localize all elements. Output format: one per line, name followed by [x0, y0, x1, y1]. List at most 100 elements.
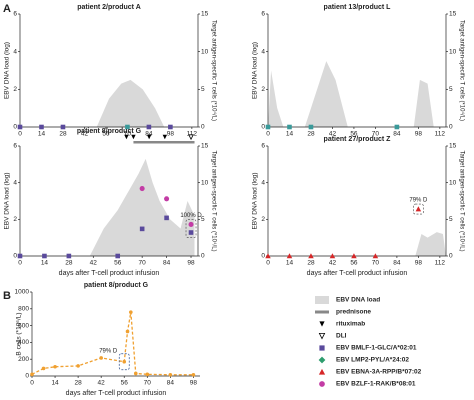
y-tick-label: 4 [13, 48, 17, 55]
y-tick-label: 800 [18, 306, 29, 313]
x-tick-label: 0 [266, 260, 270, 267]
tcell-marker [146, 124, 152, 130]
b-cell-point [125, 329, 130, 334]
x-tick-label: 98 [415, 131, 423, 138]
legend-symbol [315, 310, 329, 314]
x-tick-label: 42 [329, 131, 337, 138]
tcell-marker [139, 226, 145, 232]
tcell-marker [329, 253, 336, 259]
rituximab-marker [146, 134, 152, 140]
b-cell-point [168, 372, 173, 377]
x-tick-label: 0 [18, 260, 22, 267]
y-tick-label: 4 [13, 179, 17, 186]
y-axis-label: EBV DNA load (log) [4, 172, 11, 229]
x-tick-label: 14 [286, 131, 294, 138]
tcell-marker [287, 124, 292, 130]
legend-symbol [318, 332, 326, 340]
tcell-marker [125, 124, 130, 130]
x-tick-label: 0 [266, 131, 270, 138]
y-tick-label: 0 [25, 373, 29, 380]
y-tick-label: 6 [261, 11, 265, 18]
tcell-marker [164, 196, 170, 202]
tcell-marker [168, 124, 173, 130]
legend-label: EBV BZLF-1-RAK/B*08:01 [336, 381, 416, 388]
x-tick-label: 56 [102, 131, 110, 138]
x-tick-label: 84 [393, 260, 401, 267]
x-axis-label: days after T-cell product infusion [307, 270, 408, 277]
tcell-marker [286, 253, 293, 259]
annotation-box [413, 203, 424, 215]
chart-title: patient 2/product A [77, 4, 141, 11]
chart-title: patient 27/product Z [324, 136, 392, 143]
legend-symbol [319, 321, 325, 327]
y-tick-label: 1000 [15, 289, 30, 296]
annotation: 100% D [180, 213, 202, 219]
y-tick-label: 0 [13, 253, 17, 260]
panel-label: A [3, 3, 11, 15]
y2-tick-label: 15 [449, 11, 457, 18]
tcell-marker [60, 124, 66, 130]
y2-tick-label: 10 [201, 48, 209, 55]
y-axis-label: B cells (*10⁶/L) [16, 312, 23, 355]
y-tick-label: 400 [18, 339, 29, 346]
annotation-box [185, 219, 197, 238]
chart-title: patient 8/product G [84, 282, 149, 289]
ebv-load-area [89, 158, 195, 256]
rituximab-marker [124, 134, 129, 140]
y-tick-label: 6 [13, 11, 17, 18]
b-cell-point [99, 356, 103, 360]
y-tick-label: 0 [261, 124, 265, 131]
ebv-load-area [96, 79, 165, 127]
y2-tick-label: 0 [201, 124, 205, 131]
y2-tick-label: 15 [201, 143, 209, 150]
b-cell-point [122, 359, 127, 364]
tcell-marker [308, 124, 314, 130]
y2-tick-label: 10 [449, 179, 457, 186]
y2-tick-label: 0 [449, 253, 453, 260]
legend-label: prednisone [336, 309, 371, 316]
x-tick-label: 28 [307, 260, 315, 267]
legend-label: EBV EBNA-3A-RPP/B*07:02 [336, 369, 422, 376]
x-tick-label: 42 [329, 260, 337, 267]
y-axis-label: EBV DNA load (log) [4, 42, 11, 99]
annotation: 79% D [99, 348, 118, 354]
y-tick-label: 4 [261, 48, 265, 55]
legend-label: EBV LMP2-PYL/A*24:02 [336, 357, 409, 364]
y2-tick-label: 5 [449, 216, 453, 223]
y2-axis-label: Target antigen-specific T cells (*10⁴/L) [210, 20, 217, 121]
x-tick-label: 84 [145, 131, 153, 138]
tcell-marker [42, 253, 47, 259]
b-cell-point [129, 310, 133, 314]
tcell-marker [308, 253, 314, 259]
y2-tick-label: 15 [449, 143, 457, 150]
y2-tick-label: 0 [449, 124, 453, 131]
rituximab-marker [131, 134, 136, 140]
y-tick-label: 0 [261, 253, 265, 260]
y-axis-label: EBV DNA load (log) [252, 42, 259, 99]
tcell-marker [164, 215, 169, 221]
x-tick-label: 42 [98, 380, 106, 387]
b-cell-point [30, 372, 34, 377]
x-tick-label: 98 [187, 260, 195, 267]
y-tick-label: 600 [18, 322, 29, 329]
ebv-load-area [415, 232, 446, 256]
b-cell-point [41, 366, 46, 371]
annotation-box [118, 353, 130, 371]
x-tick-label: 70 [139, 260, 147, 267]
tcell-marker [188, 221, 194, 227]
dli-marker [188, 134, 194, 141]
x-tick-label: 70 [372, 260, 380, 267]
legend-symbol [319, 345, 325, 351]
tcell-marker [39, 124, 44, 130]
b-cell-point [133, 371, 138, 376]
y-tick-label: 2 [261, 216, 265, 223]
x-tick-label: 56 [121, 380, 129, 387]
tcell-marker [372, 253, 379, 259]
y-tick-label: 0 [13, 124, 17, 131]
x-tick-label: 0 [30, 380, 34, 387]
y-tick-label: 6 [261, 143, 265, 150]
legend-symbol [318, 356, 326, 364]
y2-tick-label: 5 [201, 86, 205, 93]
y2-tick-label: 5 [201, 216, 205, 223]
